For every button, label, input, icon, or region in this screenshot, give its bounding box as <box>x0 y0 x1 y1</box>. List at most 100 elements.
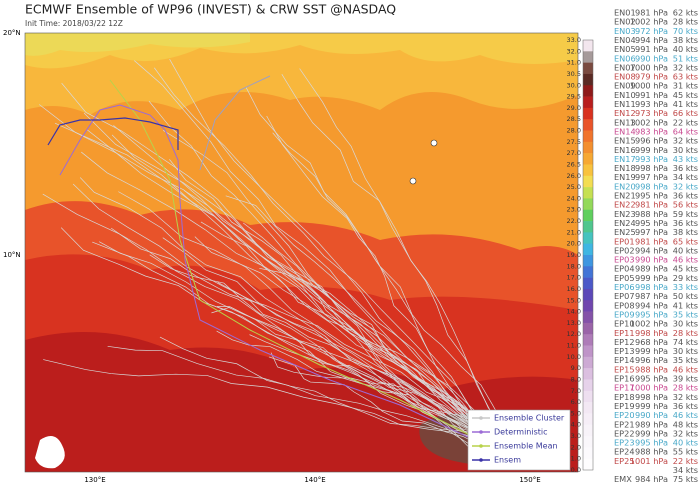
member-pressure: 994 hPa <box>635 245 668 255</box>
member-name: EN05 <box>614 44 636 54</box>
member-pressure: 995 hPa <box>635 191 668 201</box>
colorbar-cell <box>583 334 593 346</box>
colorbar-tick-label: 2.0 <box>571 443 581 451</box>
member-wind: 74 kts <box>673 337 698 347</box>
member-wind: 32 kts <box>673 428 698 438</box>
member-wind: 40 kts <box>673 438 698 448</box>
deterministic-track <box>59 104 471 439</box>
colorbar-tick-label: 17.0 <box>567 274 581 282</box>
member-wind: 43 kts <box>673 154 698 164</box>
colorbar-cell <box>583 311 593 324</box>
member-wind: 62 kts <box>673 8 698 18</box>
legend-dot <box>479 458 483 462</box>
colorbar-cell <box>583 51 593 63</box>
member-pressure: 999 hPa <box>635 346 668 356</box>
colorbar-tick-label: 32.0 <box>567 47 581 55</box>
ensemble-track <box>162 237 479 431</box>
colorbar-tick-label: 19.0 <box>567 251 581 259</box>
island <box>409 177 417 185</box>
member-pressure: 993 hPa <box>635 154 668 164</box>
colorbar-tick-label: 14.0 <box>567 308 581 316</box>
member-name: EP07 <box>614 291 635 301</box>
member-pressure: 972 hPa <box>635 26 668 36</box>
colorbar-cell <box>583 141 593 154</box>
member-wind: 40 kts <box>673 44 698 54</box>
legend-label: Ensem <box>494 456 521 465</box>
colorbar-tick-label: 30.5 <box>567 70 581 78</box>
member-wind: 34 kts <box>673 465 698 475</box>
colorbar-cell <box>583 255 593 267</box>
member-name: EP25 <box>614 456 635 466</box>
ensemble-track <box>159 336 502 446</box>
ensemble-track <box>39 104 504 444</box>
colorbar-cell <box>583 368 593 380</box>
member-pressure: 994 hPa <box>635 35 668 45</box>
member-name: EP14 <box>614 355 635 365</box>
member-wind: 34 kts <box>673 172 698 182</box>
member-name: EN15 <box>614 136 636 146</box>
ensemble-track <box>154 67 496 442</box>
member-name: EP09 <box>614 309 635 319</box>
colorbar-tick-label: 27.0 <box>567 149 581 157</box>
member-wind: 51 kts <box>673 53 698 63</box>
colorbar-tick-label: 20.0 <box>567 240 581 248</box>
member-pressure: 998 hPa <box>635 163 668 173</box>
member-pressure: 995 hPa <box>635 438 668 448</box>
colorbar-tick-label: 1.0 <box>571 455 581 463</box>
member-pressure: 996 hPa <box>635 136 668 146</box>
member-name: EN16 <box>614 145 636 155</box>
member-name: EP19 <box>614 401 635 411</box>
member-pressure: 1000 hPa <box>630 81 668 91</box>
sst-band <box>25 33 250 56</box>
colorbar: 33.0 32.0 31.0 30.5 30.0 29.5 29.0 28.5 28.0 27.5… <box>567 36 594 474</box>
colorbar-cell <box>583 198 593 211</box>
ensemble-track <box>225 195 500 437</box>
member-pressure: 989 hPa <box>635 264 668 274</box>
member-wind: 28 kts <box>673 17 698 27</box>
member-wind: 70 kts <box>673 26 698 36</box>
member-wind: 35 kts <box>673 309 698 319</box>
member-wind: 38 kts <box>673 35 698 45</box>
colorbar-tick-label: 25.0 <box>567 183 581 191</box>
member-name: EP17 <box>614 383 635 393</box>
colorbar-cell <box>583 447 593 459</box>
member-name: EN21 <box>614 191 636 201</box>
ensemble-track <box>134 60 486 437</box>
member-name: EN17 <box>614 154 636 164</box>
member-name: EN01 <box>614 8 636 18</box>
member-wind: 28 kts <box>673 383 698 393</box>
member-pressure: 995 hPa <box>635 218 668 228</box>
ensemble-track <box>211 306 510 439</box>
ensemble-track <box>268 356 488 443</box>
colorbar-tick-label: 29.0 <box>567 104 581 112</box>
member-wind: 59 kts <box>673 209 698 219</box>
member-name: EN09 <box>614 81 636 91</box>
member-wind: 48 kts <box>673 419 698 429</box>
colorbar-tick-label: 33.0 <box>567 36 581 44</box>
colorbar-tick-label: 11.0 <box>567 342 581 350</box>
colorbar-cell <box>583 232 593 244</box>
member-wind: 32 kts <box>673 392 698 402</box>
legend-dot <box>479 416 483 420</box>
member-wind: 22 kts <box>673 117 698 127</box>
legend-label: Deterministic <box>494 428 548 437</box>
member-wind: 56 kts <box>673 200 698 210</box>
member-name: EN19 <box>614 172 636 182</box>
colorbar-tick-label: 15.0 <box>567 296 581 304</box>
member-wind: 50 kts <box>673 291 698 301</box>
colorbar-cell <box>583 413 593 426</box>
member-wind: 35 kts <box>673 355 698 365</box>
colorbar-tick-label: 18.0 <box>567 262 581 270</box>
colorbar-tick-label: 30.0 <box>567 81 581 89</box>
member-name: EP21 <box>614 419 635 429</box>
colorbar-cell <box>583 85 593 97</box>
colorbar-cell <box>583 153 593 165</box>
colorbar-tick-label: 4.0 <box>571 421 581 429</box>
ensemble-track <box>107 345 489 437</box>
colorbar-tick-label: 9.0 <box>571 364 581 372</box>
map-frame <box>24 32 579 473</box>
member-wind: 36 kts <box>673 401 698 411</box>
member-wind: 41 kts <box>673 300 698 310</box>
